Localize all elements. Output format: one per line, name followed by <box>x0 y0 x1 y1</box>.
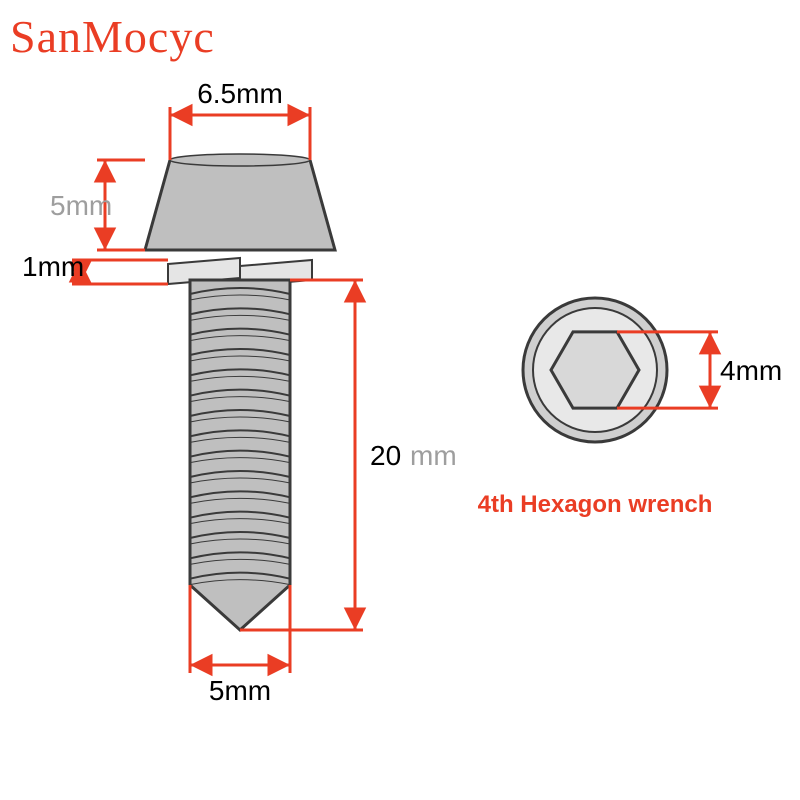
label-head-width: 6.5mm <box>197 78 283 109</box>
bolt-head <box>145 160 335 250</box>
label-shaft-length-unit: mm <box>410 440 457 471</box>
label-hex-size: 4mm <box>720 355 782 386</box>
label-shaft-length-num: 20 <box>370 440 401 471</box>
technical-drawing: 6.5mm 5mm 1mm 20 mm 5mm 4mm 4th Hexagon wrench <box>0 0 800 800</box>
label-shaft-width: 5mm <box>209 675 271 706</box>
brand-logo: SanMocyc <box>10 10 215 63</box>
label-wrench: 4th Hexagon wrench <box>478 491 713 518</box>
label-head-height: 5mm <box>50 190 112 221</box>
label-washer: 1mm <box>22 251 84 282</box>
